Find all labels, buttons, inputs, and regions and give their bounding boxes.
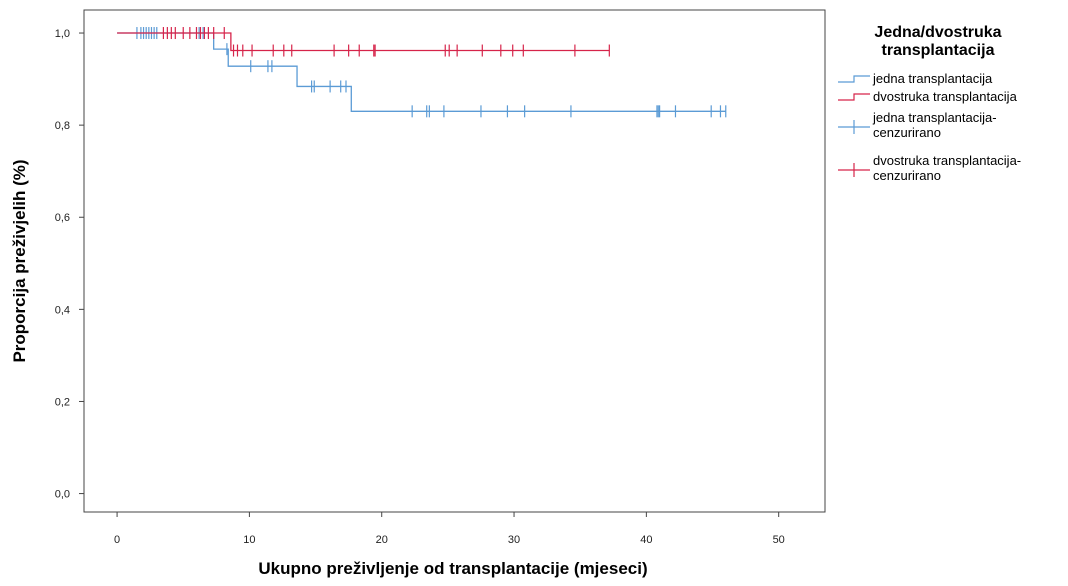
survival-curve-jedna [117,32,726,112]
legend-title-line-1: Jedna/dvostruka [874,24,1001,41]
plot-frame [83,9,826,513]
legend-step-swatch [838,75,870,83]
legend-label: cenzurirano [873,168,941,183]
legend-entry-dvostruka: dvostruka transplantacija [838,89,1018,104]
y-axis: 0,0 0,2 0,4 0,6 0,8 1,0 [55,28,84,501]
legend-entry-dvostruka-cenzurirano: dvostruka transplantacija- cenzurirano [838,153,1021,183]
x-axis-title: Ukupno preživljenje od transplantacije (… [258,559,647,578]
x-tick-label: 40 [640,534,652,546]
legend-entry-jedna-cenzurirano: jedna transplantacija- cenzurirano [838,110,997,140]
legend: Jedna/dvostruka transplantacija jedna tr… [838,24,1021,183]
legend-title-line-2: transplantacija [882,42,995,59]
y-tick-label: 0,2 [55,396,70,408]
y-tick-label: 0,4 [55,304,70,316]
y-axis-title: Proporcija preživjelih (%) [10,159,29,362]
legend-label: cenzurirano [873,125,941,140]
x-tick-label: 10 [243,534,255,546]
x-axis: 0 10 20 30 40 50 [114,512,785,546]
series-layer [117,27,727,118]
legend-label: jedna transplantacija [872,71,993,86]
x-tick-label: 30 [508,534,520,546]
legend-label: dvostruka transplantacija- [873,153,1021,168]
y-tick-label: 1,0 [55,28,70,40]
legend-label: dvostruka transplantacija [873,89,1018,104]
x-tick-label: 50 [773,534,785,546]
y-tick-label: 0,6 [55,212,70,224]
x-tick-label: 0 [114,534,120,546]
survival-curve-dvostruka [117,32,610,52]
legend-step-swatch [838,93,870,101]
legend-entry-jedna: jedna transplantacija [838,71,993,86]
y-tick-label: 0,8 [55,120,70,132]
x-tick-label: 20 [376,534,388,546]
legend-label: jedna transplantacija- [872,110,997,125]
y-tick-label: 0,0 [55,489,70,501]
